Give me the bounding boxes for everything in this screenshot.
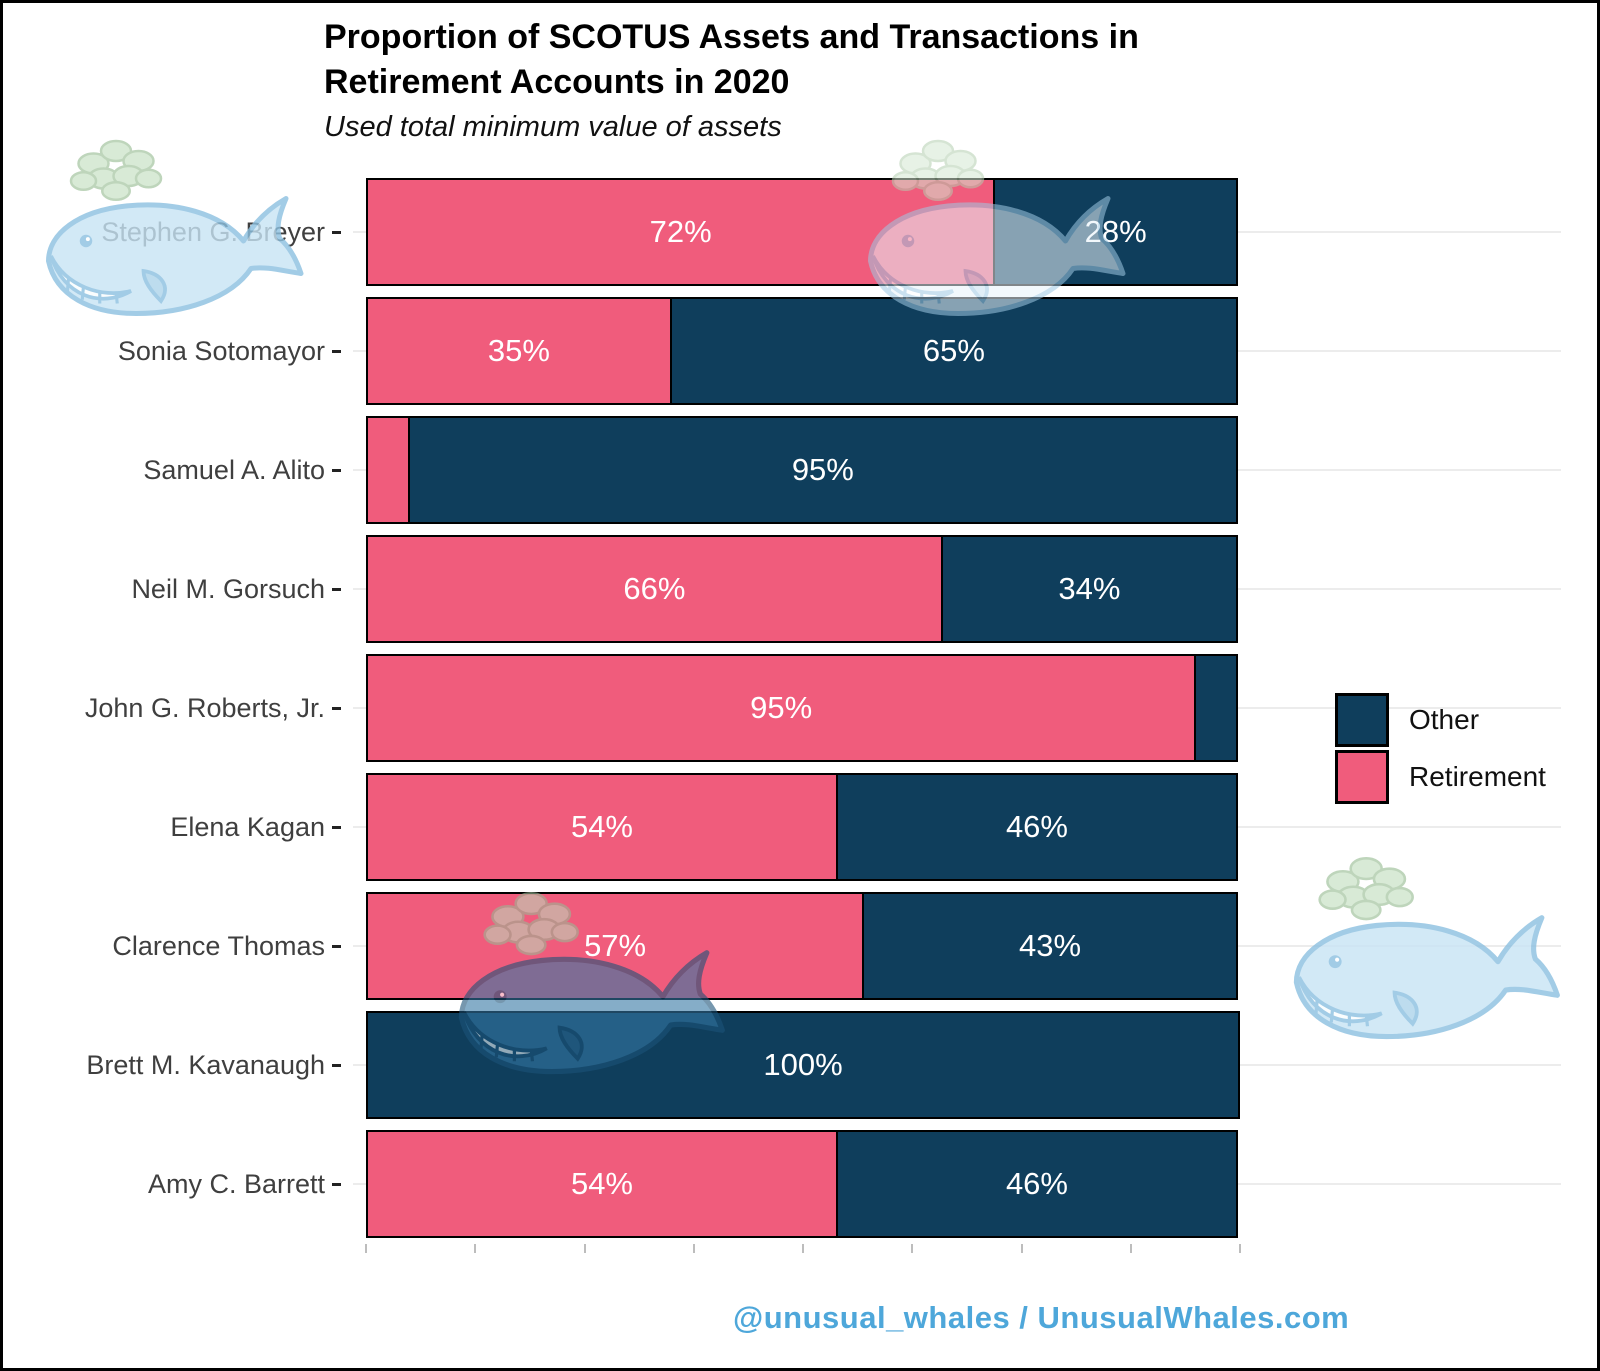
chart-title: Proportion of SCOTUS Assets and Transact… xyxy=(324,18,1139,101)
bar-segment-other: 46% xyxy=(835,773,1238,881)
bar-value-label: 43% xyxy=(1019,928,1082,963)
legend-item: Other xyxy=(1335,691,1546,748)
bar-segment-retirement: 54% xyxy=(366,1130,838,1238)
category-label: Neil M. Gorsuch xyxy=(131,573,325,604)
y-axis-tick xyxy=(332,468,341,472)
stacked-bar: 95% xyxy=(366,654,1240,762)
chart-row: Stephen G. Breyer 72% 28% xyxy=(3,178,1597,286)
bar-segment-other xyxy=(1194,654,1238,762)
category-label: Stephen G. Breyer xyxy=(101,216,325,247)
x-axis-tick xyxy=(911,1244,914,1253)
stacked-bar: 100% xyxy=(366,1011,1240,1119)
bar-value-label: 46% xyxy=(1005,1166,1068,1201)
bar-value-label: 66% xyxy=(623,571,686,606)
x-axis-tick xyxy=(692,1244,695,1253)
stacked-bar: 54% 46% xyxy=(366,773,1240,881)
bar-segment-retirement: 54% xyxy=(366,773,838,881)
bar-segment-retirement: 35% xyxy=(366,297,672,405)
chart-row: Neil M. Gorsuch 66% 34% xyxy=(3,535,1597,643)
x-axis-ticks xyxy=(365,1244,1241,1256)
bar-value-label: 95% xyxy=(750,690,813,725)
bar-value-label: 54% xyxy=(570,809,633,844)
stacked-bar: 57% 43% xyxy=(366,892,1240,1000)
x-axis-tick xyxy=(1239,1244,1241,1253)
bar-value-label: 35% xyxy=(487,333,550,368)
category-label: Clarence Thomas xyxy=(112,930,325,961)
bar-segment-other: 65% xyxy=(669,297,1238,405)
bar-segment-other: 34% xyxy=(940,535,1238,643)
y-axis-tick xyxy=(332,944,341,948)
category-label: John G. Roberts, Jr. xyxy=(84,692,325,723)
y-axis-tick xyxy=(332,1063,341,1067)
bar-segment-retirement: 95% xyxy=(366,654,1197,762)
chart-row: Elena Kagan 54% 46% xyxy=(3,773,1597,881)
y-axis-tick xyxy=(332,825,341,829)
y-axis-tick xyxy=(332,587,341,591)
bar-value-label: 34% xyxy=(1058,571,1121,606)
chart-row: Clarence Thomas 57% 43% xyxy=(3,892,1597,1000)
x-axis-tick xyxy=(1020,1244,1023,1253)
category-label: Brett M. Kavanaugh xyxy=(86,1049,325,1080)
category-label: Elena Kagan xyxy=(170,811,325,842)
chart-row: Amy C. Barrett 54% 46% xyxy=(3,1130,1597,1238)
stacked-bar: 54% 46% xyxy=(366,1130,1240,1238)
x-axis-tick xyxy=(474,1244,477,1253)
bar-value-label: 28% xyxy=(1084,214,1147,249)
bar-segment-other: 95% xyxy=(407,416,1238,524)
bar-segment-retirement xyxy=(366,416,410,524)
y-axis-tick xyxy=(332,1182,341,1186)
legend: Other Retirement xyxy=(1335,691,1546,805)
y-axis-tick xyxy=(332,349,341,353)
bar-value-label: 46% xyxy=(1005,809,1068,844)
legend-item: Retirement xyxy=(1335,748,1546,805)
y-axis-tick xyxy=(332,706,341,710)
chart-subtitle: Used total minimum value of assets xyxy=(324,111,782,143)
x-axis-tick xyxy=(365,1244,367,1253)
bar-segment-other: 46% xyxy=(835,1130,1238,1238)
legend-label: Other xyxy=(1409,703,1480,735)
bar-value-label: 72% xyxy=(649,214,712,249)
bar-segment-other: 100% xyxy=(366,1011,1240,1119)
legend-swatch xyxy=(1335,692,1389,747)
category-label: Sonia Sotomayor xyxy=(117,335,325,366)
stacked-bar: 95% xyxy=(366,416,1240,524)
legend-swatch xyxy=(1335,749,1389,804)
bar-value-label: 57% xyxy=(584,928,647,963)
stacked-bar: 66% 34% xyxy=(366,535,1240,643)
stacked-bar: 72% 28% xyxy=(366,178,1240,286)
y-axis-tick xyxy=(332,230,341,234)
chart-row: John G. Roberts, Jr. 95% xyxy=(3,654,1597,762)
bar-segment-retirement: 66% xyxy=(366,535,943,643)
bar-segment-other: 28% xyxy=(993,178,1238,286)
bar-value-label: 65% xyxy=(922,333,985,368)
category-label: Samuel A. Alito xyxy=(143,454,325,485)
bar-value-label: 95% xyxy=(791,452,854,487)
chart-row: Sonia Sotomayor 35% 65% xyxy=(3,297,1597,405)
x-axis-tick xyxy=(802,1244,804,1253)
legend-label: Retirement xyxy=(1409,760,1546,792)
bar-segment-retirement: 57% xyxy=(366,892,865,1000)
x-axis-tick xyxy=(1129,1244,1132,1253)
bar-value-label: 54% xyxy=(570,1166,633,1201)
chart-row: Brett M. Kavanaugh 100% xyxy=(3,1011,1597,1119)
x-axis-tick xyxy=(583,1244,586,1253)
bar-segment-retirement: 72% xyxy=(366,178,996,286)
category-label: Amy C. Barrett xyxy=(147,1168,325,1199)
bar-value-label: 100% xyxy=(763,1047,843,1082)
chart-row: Samuel A. Alito 95% xyxy=(3,416,1597,524)
footer-credit: @unusual_whales / UnusualWhales.com xyxy=(733,1300,1350,1335)
stacked-bar: 35% 65% xyxy=(366,297,1240,405)
bar-segment-other: 43% xyxy=(862,892,1238,1000)
